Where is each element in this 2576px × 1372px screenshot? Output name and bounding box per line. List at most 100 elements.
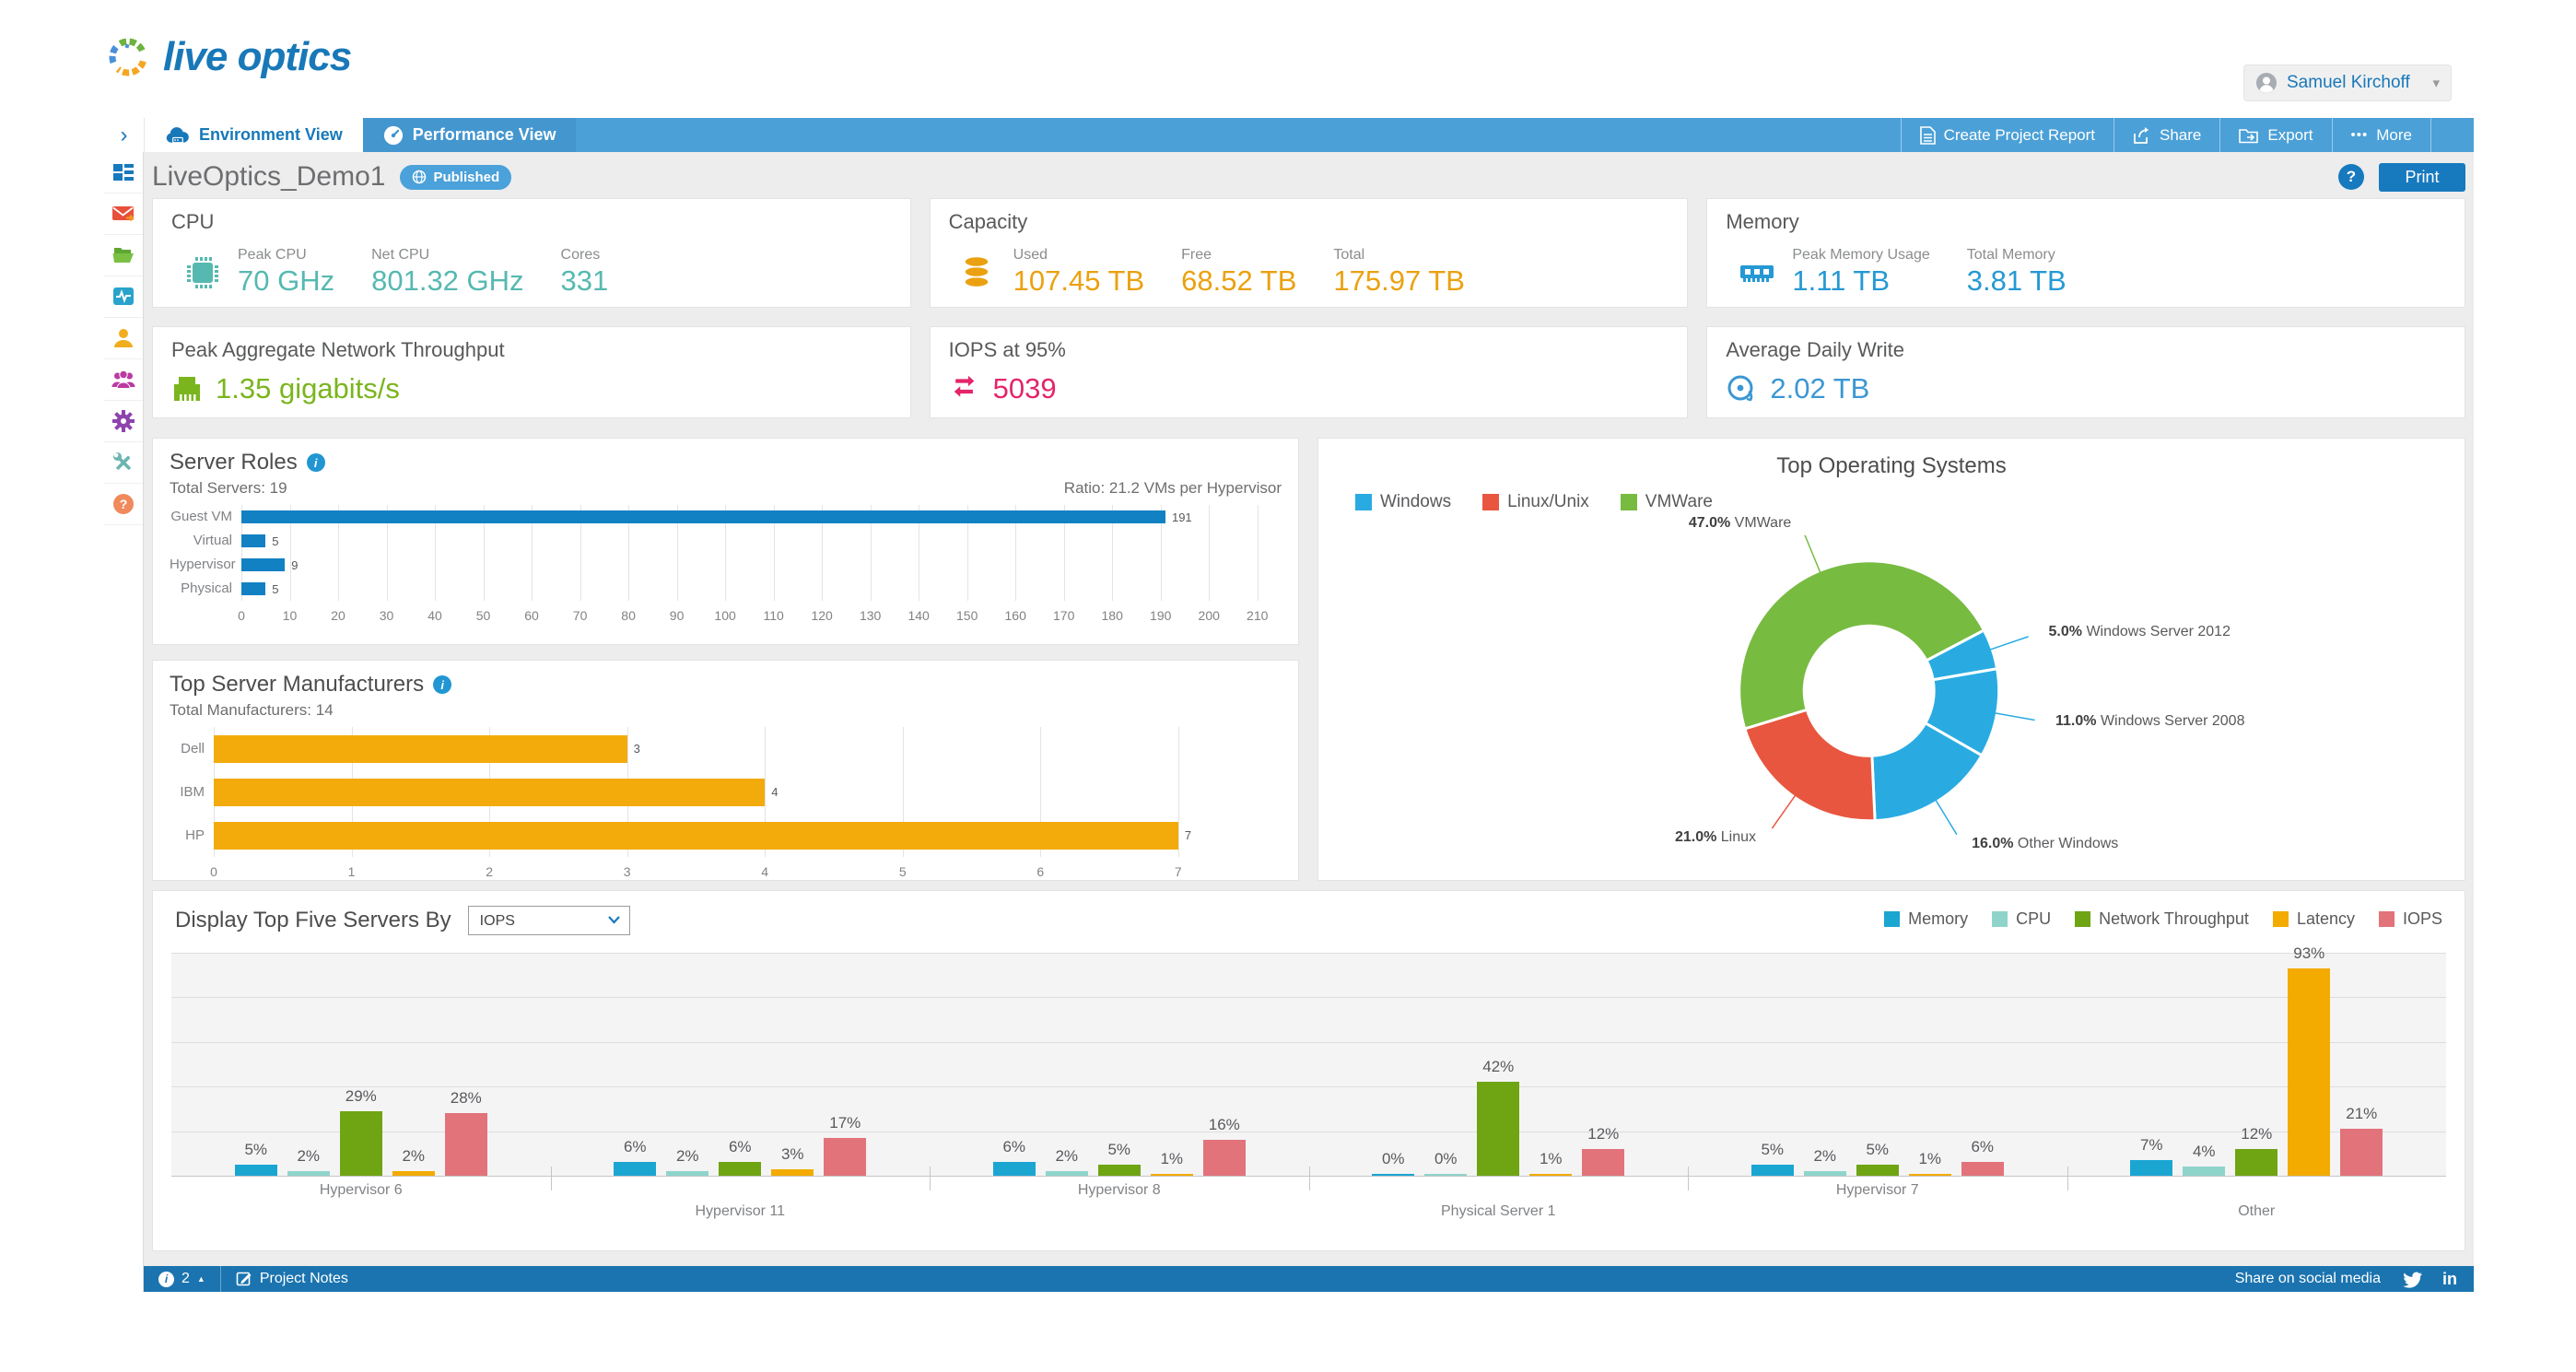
top-servers-plot: 5% 2% 29% 2% 28% 6% 2% 6% 3% 17% 6% 2% 5% 1% 16% 0% 0% 42… (171, 944, 2446, 1190)
network-throughput-value: 1.35 gigabits/s (216, 372, 400, 405)
bar-slot: 6% (1961, 953, 2004, 1176)
axis-tick-label: 110 (763, 608, 784, 623)
tab-environment-view[interactable]: Environment View (145, 118, 363, 152)
bar-slot: 17% (824, 953, 867, 1176)
document-icon (1919, 125, 1936, 145)
export-button[interactable]: Export (2219, 118, 2331, 152)
bar-slot: 6% (992, 953, 1036, 1176)
gridline (676, 505, 678, 601)
gridline (289, 505, 291, 601)
donut-label-pct: 21.0% (1674, 829, 1721, 846)
sidebar-item-user[interactable] (104, 318, 143, 359)
bar-value-label: 3% (780, 1144, 804, 1163)
bar-slot: 5% (1751, 953, 1794, 1176)
charts-row: Server Roles i Total Servers: 19 Ratio: … (152, 438, 2465, 881)
donut-label-name: Other Windows (2017, 836, 2119, 852)
sidebar-item-activity[interactable] (104, 276, 143, 318)
axis-tick-label: 70 (572, 608, 588, 623)
donut-label-pct: 16.0% (1972, 836, 2018, 852)
bar-slot: 2% (287, 953, 330, 1176)
bar-slot: 93% (2288, 944, 2331, 1176)
bar-slot: 3% (771, 953, 814, 1176)
group-label: Hypervisor 7 (1835, 1182, 1919, 1198)
bar-latency (771, 1168, 814, 1176)
share-button[interactable]: Share (2113, 118, 2219, 152)
axis-tick-label: 0 (210, 864, 217, 879)
donut-label-name: Windows Server 2012 (2086, 623, 2231, 639)
axis-tick-label: 80 (621, 608, 636, 623)
project-notes-button[interactable]: Project Notes (221, 1266, 363, 1292)
group-separator (1308, 1167, 1310, 1190)
category-label: IBM (180, 784, 205, 800)
legend-item-latency: Latency (2272, 909, 2355, 929)
more-button[interactable]: ••• More (2331, 118, 2431, 152)
legend-label: Network Throughput (2099, 909, 2249, 928)
bar-slot: 4% (2183, 953, 2226, 1176)
bar-value-label: 2% (1055, 1147, 1079, 1166)
axis-tick-label: 150 (955, 608, 978, 623)
bar-ibm (214, 778, 766, 806)
info-icon[interactable]: i (306, 453, 325, 472)
axis-tick-label: 100 (714, 608, 736, 623)
transfer-arrows-icon (954, 375, 975, 397)
bar-slot: 2% (1045, 953, 1088, 1176)
metric-select[interactable]: IOPS (467, 906, 630, 935)
bar-value-label: 6% (1971, 1138, 1995, 1156)
bar-value-label: 4 (771, 785, 779, 799)
bar-value-label: 191 (1171, 510, 1192, 524)
legend-swatch (1620, 494, 1637, 510)
help-button[interactable]: ? (2338, 164, 2364, 190)
notes-icon (236, 1272, 252, 1286)
category-label: Dell (181, 741, 205, 756)
donut-label-line (1985, 710, 2035, 721)
group-label: Hypervisor 8 (1077, 1182, 1161, 1198)
donut-label-pct: 5.0% (2048, 623, 2087, 639)
capacity-total-value: 175.97 TB (1333, 264, 1465, 297)
user-menu[interactable]: Samuel Kirchoff ▾ (2243, 64, 2452, 101)
sidebar-collapse-button[interactable]: › (104, 118, 145, 152)
bar-slot: 5% (1856, 953, 1899, 1176)
bar-network-throughput (339, 1110, 382, 1176)
sidebar-item-help[interactable]: ? (104, 484, 143, 525)
create-project-report-button[interactable]: Create Project Report (1900, 118, 2113, 152)
legend-item-vmware: VMWare (1620, 492, 1713, 512)
bar-slot: 42% (1477, 953, 1520, 1176)
tab-performance-view[interactable]: Performance View (362, 118, 577, 152)
bar-iops (824, 1137, 867, 1176)
group-label: Hypervisor 6 (319, 1182, 403, 1198)
bar-slot: 1% (1529, 953, 1573, 1176)
sidebar-item-mail[interactable] (104, 193, 143, 235)
bar-latency (1150, 1173, 1193, 1176)
top-servers-card: Display Top Five Servers By IOPS Memory C… (152, 890, 2465, 1251)
sidebar-item-team[interactable] (104, 359, 143, 401)
bar-cpu (1045, 1171, 1088, 1176)
info-count-button[interactable]: i 2 ▲ (144, 1266, 220, 1292)
sidebar-item-tools[interactable] (104, 442, 143, 484)
share-social-label: Share on social media (2234, 1271, 2381, 1286)
bar-row: 5 (241, 577, 1282, 601)
print-button[interactable]: Print (2379, 162, 2465, 192)
linkedin-icon[interactable]: in (2442, 1269, 2457, 1288)
info-icon[interactable]: i (433, 675, 452, 694)
axis-tick-label: 7 (1174, 864, 1182, 879)
donut-svg (1738, 534, 2035, 836)
twitter-icon[interactable] (2401, 1271, 2422, 1288)
sidebar-item-projects[interactable] (104, 235, 143, 276)
bar-slot: 6% (719, 953, 762, 1176)
bar-slot: 5% (234, 953, 277, 1176)
logo[interactable]: live optics (104, 33, 352, 81)
info-icon: i (158, 1271, 174, 1287)
network-throughput-card: Peak Aggregate Network Throughput 1.35 g… (152, 326, 911, 418)
sidebar-item-settings[interactable] (104, 401, 143, 442)
legend-swatch (1355, 494, 1372, 510)
sidebar-item-dashboard[interactable] (104, 152, 143, 193)
bar-iops (444, 1113, 487, 1176)
gridline (171, 953, 2446, 954)
axis-tick-label: 210 (1247, 608, 1269, 623)
gridline (902, 727, 904, 857)
card-title: Memory (1726, 210, 1799, 233)
axis-tick-label: 170 (1053, 608, 1075, 623)
bar-network-throughput (1097, 1164, 1141, 1176)
gridline (966, 505, 968, 601)
